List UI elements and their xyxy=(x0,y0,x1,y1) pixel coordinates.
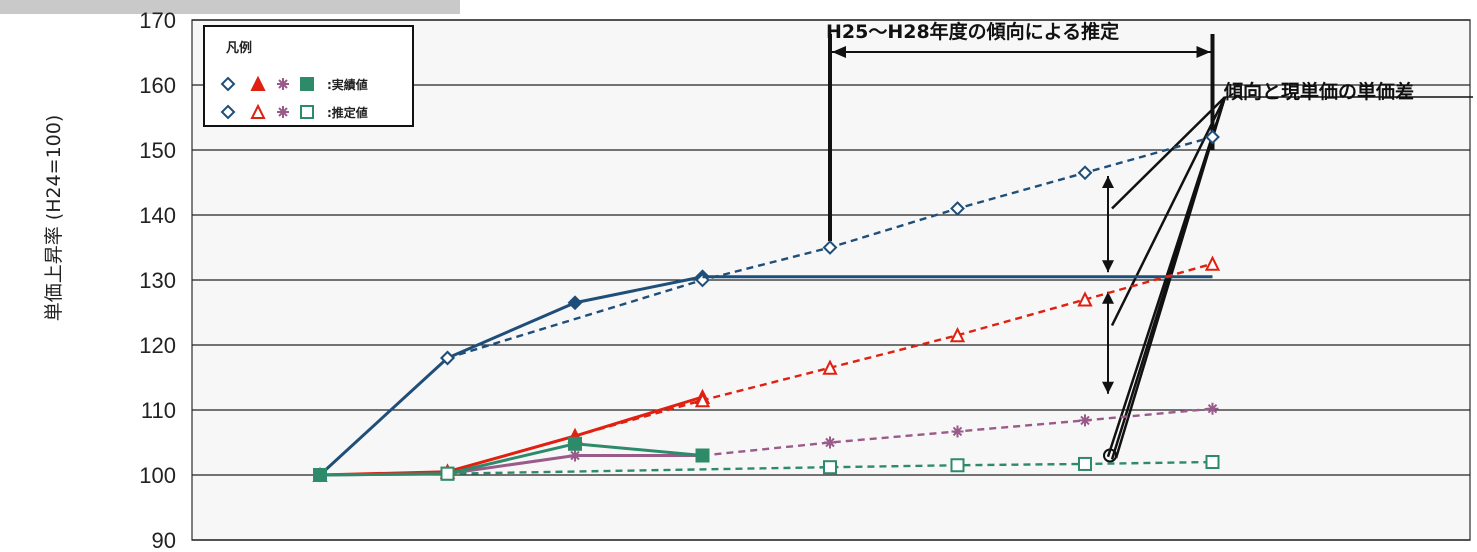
series-line xyxy=(447,135,1213,360)
square-marker xyxy=(1205,455,1220,469)
leader-converge-mark xyxy=(1103,448,1117,463)
y-tick-label: 140 xyxy=(139,203,176,228)
star-marker xyxy=(569,449,581,462)
star-marker xyxy=(824,436,836,449)
y-tick-label: 90 xyxy=(152,528,176,552)
series-line xyxy=(319,442,703,477)
diamond-marker xyxy=(220,104,236,120)
diamond-marker xyxy=(440,350,455,366)
range-arrowhead-right xyxy=(1196,46,1211,58)
legend-entry-label: :実績値 xyxy=(327,77,368,92)
triangle-marker xyxy=(822,359,838,375)
diamond-marker xyxy=(950,201,965,216)
star-marker xyxy=(951,425,964,438)
y-tick-label: 110 xyxy=(141,398,176,423)
leader-line xyxy=(1110,96,1227,327)
square-marker xyxy=(568,436,582,451)
square-marker xyxy=(823,460,837,475)
diamond-marker xyxy=(822,240,838,255)
square-marker xyxy=(300,77,314,91)
series-line xyxy=(318,275,703,477)
star-marker xyxy=(1206,402,1219,415)
legend-entry-label: :推定値 xyxy=(327,105,368,120)
leader-line xyxy=(1111,96,1226,210)
y-tick-labels: 90 100 110 120 130 140 150 160 170 xyxy=(139,8,176,552)
triangle-marker xyxy=(949,327,966,343)
triangle-marker xyxy=(694,392,711,408)
y-tick-label: 120 xyxy=(139,333,176,358)
diff-arrow-blue-head-bottom xyxy=(1102,260,1114,273)
series-8 xyxy=(440,455,1220,481)
y-axis-label: 単価上昇率 (H24=100) xyxy=(43,115,65,322)
range-label: H25～H28年度の傾向による推定 xyxy=(826,20,1119,43)
diff-arrow-red-head-top xyxy=(1102,291,1114,304)
diff-arrow-red-head-bottom xyxy=(1102,381,1114,394)
header-strip xyxy=(0,0,460,14)
square-marker xyxy=(313,468,327,482)
square-marker xyxy=(695,448,710,463)
diamond-marker xyxy=(567,295,583,311)
star-marker xyxy=(277,106,289,118)
diff-label: 傾向と現単価の単価差 xyxy=(1223,80,1414,103)
range-arrowhead-left xyxy=(832,46,846,58)
square-marker xyxy=(1078,456,1092,471)
square-marker xyxy=(440,466,455,481)
y-tick-label: 160 xyxy=(139,73,176,98)
series-line xyxy=(447,262,1213,473)
legend-title: 凡例 xyxy=(226,40,252,56)
legend: 凡例 :実績値 :推定値 xyxy=(203,25,414,127)
diamond-marker xyxy=(1077,165,1093,181)
series-6 xyxy=(696,402,1219,462)
diamond-marker xyxy=(220,76,236,92)
triangle-marker xyxy=(250,75,266,91)
square-marker xyxy=(950,458,965,473)
diff-arrow-blue-head-top xyxy=(1102,176,1114,188)
y-tick-label: 170 xyxy=(139,8,176,33)
triangle-marker xyxy=(250,103,266,119)
y-tick-label: 100 xyxy=(139,463,176,488)
square-marker xyxy=(300,105,314,119)
triangle-marker xyxy=(1204,255,1221,271)
series xyxy=(312,129,1221,483)
triangle-marker xyxy=(1077,291,1093,307)
y-tick-label: 150 xyxy=(139,138,176,163)
star-marker xyxy=(277,78,289,90)
star-marker xyxy=(1079,414,1091,427)
y-tick-label: 130 xyxy=(139,268,176,293)
diamond-marker xyxy=(1205,129,1220,145)
